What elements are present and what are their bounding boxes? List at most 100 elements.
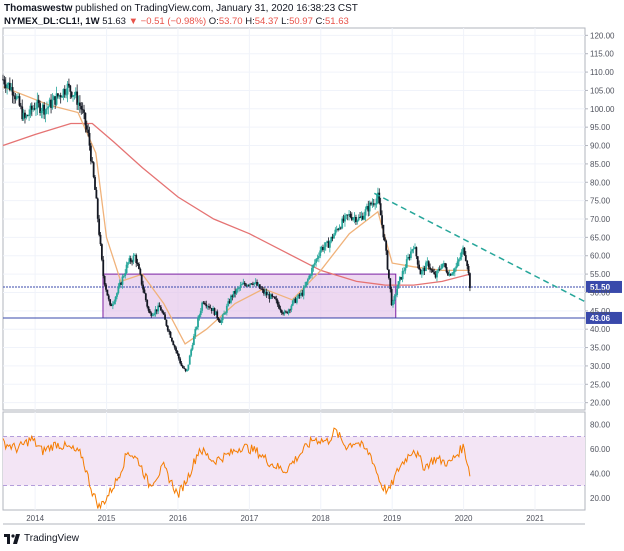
candle-body [416, 256, 419, 265]
candle-body [344, 215, 346, 222]
rsi-tick-label: 60.00 [590, 445, 611, 454]
candle-body [353, 216, 356, 219]
candle-body [107, 295, 110, 300]
candle-body [162, 312, 165, 315]
candle-body [25, 115, 28, 118]
candle-body [231, 295, 234, 297]
author-name[interactable]: Thomaswestw [4, 3, 73, 14]
candle-body [236, 288, 239, 290]
candle-body [456, 261, 459, 267]
x-tick-label: 2020 [455, 514, 473, 523]
candle-body [459, 257, 462, 260]
candle-body [283, 311, 286, 315]
candle-body [120, 282, 123, 285]
candle-body [415, 247, 418, 257]
candle-body [324, 242, 327, 247]
candle-body [313, 262, 316, 265]
candle-body [21, 106, 24, 120]
price-change: ▼ −0.51 (−0.98%) [128, 16, 207, 27]
candle-body [139, 268, 142, 275]
y-tick-label: 30.00 [590, 362, 611, 371]
candle-body [160, 307, 162, 311]
candle-body [161, 310, 164, 313]
candle-body [370, 202, 372, 205]
candle-body [414, 247, 416, 249]
open-label: O: [208, 16, 219, 27]
candle-body [260, 288, 263, 290]
candle-body [382, 224, 385, 238]
candle-body [210, 308, 213, 311]
symbol-label[interactable]: NYMEX_DL:CL1!, 1W [4, 16, 100, 27]
candle-body [315, 259, 318, 263]
candle-body [35, 108, 37, 110]
candle-body [51, 99, 54, 108]
candle-body [390, 289, 393, 306]
candle-body [234, 291, 236, 294]
y-tick-label: 115.00 [590, 50, 614, 59]
candle-body [431, 269, 434, 273]
candle-body [392, 301, 394, 306]
candle-body [13, 95, 15, 97]
candle-body [257, 284, 260, 286]
time-axis[interactable]: 2014 2015 2016 2017 2018 2019 2020 2021 [26, 514, 544, 523]
candle-body [96, 198, 99, 219]
candle-body [305, 281, 308, 286]
rsi-line [2, 427, 471, 510]
tradingview-footer[interactable]: TradingView [4, 533, 79, 544]
candle-body [278, 304, 280, 309]
candle-body [142, 284, 144, 290]
candle-body [183, 367, 186, 369]
candle-body [68, 83, 70, 86]
candle-body [352, 218, 355, 220]
candle-body [173, 345, 176, 348]
candle-body [32, 108, 35, 110]
candle-body [37, 99, 40, 104]
x-tick-label: 2015 [98, 514, 116, 523]
candle-body [328, 241, 331, 248]
publish-header: Thomaswestw published on TradingView.com… [4, 3, 358, 14]
y-tick-label: 60.00 [590, 252, 611, 261]
candle-body [66, 83, 69, 95]
candle-body [77, 102, 80, 105]
y-tick-label: 65.00 [590, 233, 611, 242]
candle-body [111, 303, 114, 306]
level-tag-label: 43.06 [590, 314, 611, 323]
y-tick-label: 20.00 [590, 399, 611, 408]
candle-body [198, 314, 201, 318]
candle-body [378, 192, 381, 204]
candle-body [420, 271, 423, 275]
candle-body [18, 96, 21, 106]
candle-body [176, 351, 179, 354]
price-axis[interactable]: 120.00 115.00 110.00 105.00 100.00 95.00 90.00… [585, 31, 615, 503]
candle-body [125, 264, 128, 274]
candle-body [434, 274, 437, 278]
y-tick-label: 45.00 [590, 307, 611, 316]
horizontal-levels[interactable]: 51.50 43.06 [3, 280, 622, 324]
candle-body [367, 206, 370, 212]
candle-body [232, 291, 235, 297]
candle-body [290, 305, 293, 310]
level-tag [586, 280, 622, 293]
candle-body [238, 287, 241, 289]
candle-body [363, 215, 366, 220]
candle-body [69, 85, 72, 92]
candle-body [65, 94, 68, 96]
candle-body [92, 162, 95, 178]
candle-body [436, 270, 438, 278]
x-tick-label: 2017 [240, 514, 258, 523]
candle-body [400, 277, 403, 280]
candle-body [357, 217, 360, 221]
candle-body [371, 203, 374, 205]
candle-body [144, 293, 147, 301]
candle-body [182, 366, 184, 368]
candle-body [87, 129, 90, 133]
candle-body [186, 369, 188, 371]
candle-body [146, 300, 149, 307]
candle-body [147, 306, 150, 311]
candle-body [323, 246, 326, 250]
candle-body [429, 267, 431, 270]
candle-body [70, 91, 73, 97]
candle-body [191, 345, 194, 350]
candle-body [419, 269, 422, 275]
